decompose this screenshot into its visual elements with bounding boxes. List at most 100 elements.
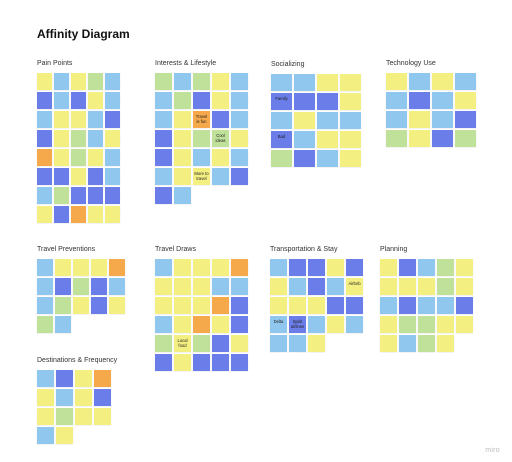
sticky-note[interactable] bbox=[456, 278, 473, 295]
sticky-note[interactable] bbox=[155, 335, 172, 352]
sticky-note[interactable] bbox=[91, 259, 107, 276]
sticky-note[interactable] bbox=[399, 278, 416, 295]
sticky-note[interactable] bbox=[432, 92, 453, 109]
sticky-note[interactable]: Local food bbox=[174, 335, 191, 352]
sticky-note[interactable] bbox=[270, 278, 287, 295]
sticky-note[interactable] bbox=[37, 278, 53, 295]
sticky-note[interactable] bbox=[105, 206, 120, 223]
sticky-note[interactable]: Cool ideas bbox=[212, 130, 229, 147]
sticky-note[interactable] bbox=[155, 187, 172, 204]
sticky-note[interactable] bbox=[174, 278, 191, 295]
sticky-note[interactable] bbox=[56, 427, 73, 444]
sticky-note[interactable] bbox=[418, 335, 435, 352]
sticky-note[interactable]: Delta bbox=[270, 316, 287, 333]
sticky-note[interactable] bbox=[193, 335, 210, 352]
sticky-note[interactable] bbox=[88, 130, 103, 147]
sticky-note[interactable] bbox=[193, 149, 210, 166]
sticky-note[interactable] bbox=[75, 370, 92, 387]
sticky-note[interactable] bbox=[193, 297, 210, 314]
sticky-note[interactable] bbox=[71, 206, 86, 223]
sticky-note[interactable] bbox=[55, 259, 71, 276]
sticky-note[interactable] bbox=[193, 73, 210, 90]
sticky-note[interactable] bbox=[212, 111, 229, 128]
sticky-note[interactable] bbox=[231, 316, 248, 333]
sticky-note[interactable] bbox=[37, 73, 52, 90]
sticky-note[interactable] bbox=[88, 149, 103, 166]
sticky-note[interactable] bbox=[455, 111, 476, 128]
sticky-note[interactable] bbox=[437, 335, 454, 352]
sticky-note[interactable]: Airbnb bbox=[346, 278, 363, 295]
sticky-note[interactable] bbox=[109, 278, 125, 295]
sticky-note[interactable] bbox=[105, 149, 120, 166]
sticky-note[interactable] bbox=[37, 427, 54, 444]
sticky-note[interactable] bbox=[340, 74, 361, 91]
sticky-note[interactable] bbox=[409, 111, 430, 128]
sticky-note[interactable] bbox=[340, 112, 361, 129]
sticky-note[interactable] bbox=[418, 278, 435, 295]
sticky-note[interactable]: Family bbox=[271, 93, 292, 110]
sticky-note[interactable] bbox=[71, 168, 86, 185]
sticky-note[interactable] bbox=[105, 187, 120, 204]
sticky-note[interactable] bbox=[231, 335, 248, 352]
sticky-note[interactable] bbox=[308, 278, 325, 295]
sticky-note[interactable] bbox=[105, 92, 120, 109]
sticky-note[interactable] bbox=[231, 297, 248, 314]
sticky-note[interactable] bbox=[289, 297, 306, 314]
sticky-note[interactable] bbox=[54, 73, 69, 90]
sticky-note[interactable] bbox=[455, 73, 476, 90]
sticky-note[interactable] bbox=[456, 259, 473, 276]
sticky-note[interactable] bbox=[71, 130, 86, 147]
sticky-note[interactable]: Bad bbox=[271, 131, 292, 148]
sticky-note[interactable] bbox=[174, 73, 191, 90]
sticky-note[interactable] bbox=[289, 259, 306, 276]
sticky-note[interactable] bbox=[340, 93, 361, 110]
sticky-note[interactable] bbox=[212, 278, 229, 295]
sticky-note[interactable] bbox=[88, 168, 103, 185]
sticky-note[interactable] bbox=[71, 92, 86, 109]
sticky-note[interactable] bbox=[231, 111, 248, 128]
sticky-note[interactable] bbox=[327, 297, 344, 314]
sticky-note[interactable] bbox=[37, 206, 52, 223]
sticky-note[interactable] bbox=[294, 74, 315, 91]
sticky-note[interactable] bbox=[270, 335, 287, 352]
sticky-note[interactable] bbox=[270, 297, 287, 314]
sticky-note[interactable] bbox=[88, 73, 103, 90]
sticky-note[interactable] bbox=[271, 150, 292, 167]
sticky-note[interactable] bbox=[193, 354, 210, 371]
sticky-note[interactable] bbox=[380, 335, 397, 352]
sticky-note[interactable] bbox=[88, 187, 103, 204]
sticky-note[interactable] bbox=[54, 206, 69, 223]
sticky-note[interactable] bbox=[308, 297, 325, 314]
sticky-note[interactable] bbox=[155, 111, 172, 128]
sticky-note[interactable] bbox=[109, 259, 125, 276]
sticky-note[interactable] bbox=[193, 92, 210, 109]
sticky-note[interactable] bbox=[294, 112, 315, 129]
sticky-note[interactable] bbox=[56, 408, 73, 425]
sticky-note[interactable] bbox=[105, 111, 120, 128]
sticky-note[interactable] bbox=[37, 111, 52, 128]
sticky-note[interactable] bbox=[409, 130, 430, 147]
sticky-note[interactable] bbox=[456, 297, 473, 314]
sticky-note[interactable] bbox=[37, 389, 54, 406]
sticky-note[interactable] bbox=[54, 168, 69, 185]
sticky-note[interactable] bbox=[109, 297, 125, 314]
sticky-note[interactable] bbox=[418, 259, 435, 276]
sticky-note[interactable] bbox=[308, 259, 325, 276]
sticky-note[interactable] bbox=[418, 297, 435, 314]
sticky-note[interactable] bbox=[231, 354, 248, 371]
sticky-note[interactable] bbox=[71, 73, 86, 90]
sticky-note[interactable] bbox=[155, 73, 172, 90]
sticky-note[interactable] bbox=[37, 130, 52, 147]
sticky-note[interactable] bbox=[327, 316, 344, 333]
sticky-note[interactable] bbox=[231, 130, 248, 147]
sticky-note[interactable] bbox=[437, 278, 454, 295]
sticky-note[interactable] bbox=[71, 149, 86, 166]
sticky-note[interactable] bbox=[294, 150, 315, 167]
sticky-note[interactable] bbox=[73, 297, 89, 314]
sticky-note[interactable] bbox=[193, 130, 210, 147]
sticky-note[interactable] bbox=[37, 168, 52, 185]
sticky-note[interactable] bbox=[155, 130, 172, 147]
sticky-note[interactable] bbox=[88, 92, 103, 109]
sticky-note[interactable] bbox=[54, 130, 69, 147]
sticky-note[interactable] bbox=[231, 259, 248, 276]
